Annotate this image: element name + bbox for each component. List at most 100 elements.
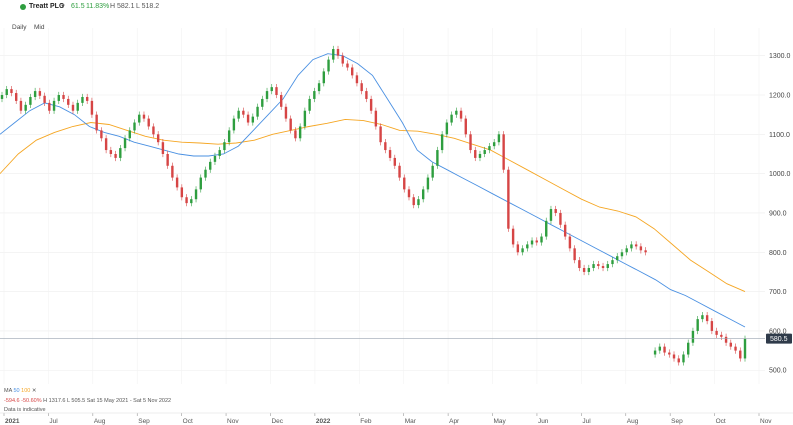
session-low: L 518.2: [136, 3, 160, 10]
candle-body: [332, 49, 335, 60]
candle-body: [85, 96, 89, 101]
x-tick-label: Oct: [716, 418, 726, 425]
x-tick-label: 2021: [5, 418, 20, 425]
close-icon[interactable]: ✕: [31, 388, 37, 394]
candle-body: [497, 134, 501, 143]
candle-body: [166, 153, 169, 166]
candle-body: [265, 91, 269, 99]
interval-selector[interactable]: Daily: [12, 24, 27, 31]
candle-body: [275, 87, 278, 96]
y-tick-label: 500.0: [769, 368, 787, 375]
candle-body: [658, 346, 662, 351]
candle-body: [190, 199, 193, 204]
candle-body: [611, 260, 614, 265]
candle-body: [227, 130, 231, 143]
candle-body: [294, 130, 297, 139]
ma100-legend[interactable]: 100: [21, 388, 31, 394]
candle-body: [653, 350, 657, 355]
candle-body: [156, 134, 160, 143]
price-change: 61.5: [71, 3, 85, 10]
candle-body: [48, 102, 51, 111]
y-tick-label: 1300.0: [769, 53, 791, 60]
candle-body: [393, 157, 396, 166]
candle-body: [133, 122, 136, 131]
candle-body: [734, 346, 737, 351]
session-high: H 582.1: [110, 3, 135, 10]
candle-body: [298, 126, 302, 139]
candle-body: [336, 49, 340, 56]
candle-body: [90, 100, 94, 115]
candle-body: [720, 334, 723, 337]
candle-body: [554, 209, 557, 213]
candle-body: [175, 177, 179, 188]
candle-body: [483, 150, 486, 154]
candle-body: [715, 330, 718, 335]
price-type-selector[interactable]: Mid: [34, 24, 45, 31]
instrument-name[interactable]: Treatt PLC: [29, 3, 65, 10]
candle-body: [223, 142, 226, 151]
candle-body: [601, 266, 605, 269]
candle-body: [705, 315, 709, 322]
y-tick-label: 1000.0: [769, 171, 791, 178]
range-change: -594.6: [4, 398, 20, 404]
candle-body: [62, 95, 65, 99]
candle-body: [412, 197, 415, 206]
candle-body: [384, 142, 387, 151]
candle-body: [672, 354, 676, 359]
candle-body: [5, 89, 8, 96]
candle-body: [563, 224, 567, 237]
x-tick-label: Jul: [49, 418, 58, 425]
candle-body: [374, 110, 378, 127]
candle-body: [417, 199, 420, 206]
candle-body: [616, 256, 619, 261]
ma50-legend[interactable]: 50: [13, 388, 20, 394]
candle-body: [242, 110, 245, 115]
x-tick-label: Aug: [94, 418, 106, 425]
x-tick-label: May: [494, 418, 507, 425]
candle-body: [450, 114, 453, 123]
candle-body: [663, 346, 666, 353]
candle-body: [29, 96, 32, 105]
candle-body: [128, 130, 131, 139]
candle-body: [729, 342, 733, 347]
candle-body: [606, 264, 609, 269]
candle-body: [52, 100, 56, 111]
candle-body: [327, 59, 330, 72]
candle-body: [440, 134, 444, 151]
last-price-badge: [766, 333, 792, 344]
indicator-legend: MA 50 100 ✕: [4, 388, 36, 394]
data-note: Data is indicative: [4, 407, 46, 413]
candle-body: [710, 321, 714, 331]
candle-body: [308, 98, 311, 111]
candle-body: [104, 138, 108, 151]
candle-body: [284, 106, 288, 119]
candle-body: [180, 187, 184, 198]
candle-body: [739, 350, 742, 359]
candle-body: [592, 264, 595, 269]
candle-body: [76, 102, 79, 111]
candle-body: [0, 95, 4, 99]
candle-body: [119, 148, 122, 158]
candle-body: [478, 153, 482, 158]
candle-body: [317, 83, 321, 92]
x-tick-label: Mar: [405, 418, 417, 425]
candle-body: [369, 98, 373, 111]
candle-body: [587, 268, 591, 272]
candle-body: [81, 96, 84, 103]
candle-body: [573, 248, 576, 261]
candle-body: [142, 114, 146, 119]
candle-body: [559, 212, 562, 225]
candle-body: [459, 110, 463, 119]
candle-body: [421, 189, 425, 200]
x-tick-label: 2022: [316, 418, 331, 425]
candle-body: [232, 118, 236, 131]
x-tick-label: Apr: [449, 418, 460, 425]
candle-body: [549, 209, 553, 221]
chevron-down-icon[interactable]: ▼: [60, 4, 66, 10]
ma-100-path: [0, 118, 746, 293]
x-tick-label: Oct: [183, 418, 193, 425]
candle-body: [516, 244, 520, 253]
x-tick-label: Feb: [360, 418, 372, 425]
y-tick-label: 800.0: [769, 250, 787, 257]
